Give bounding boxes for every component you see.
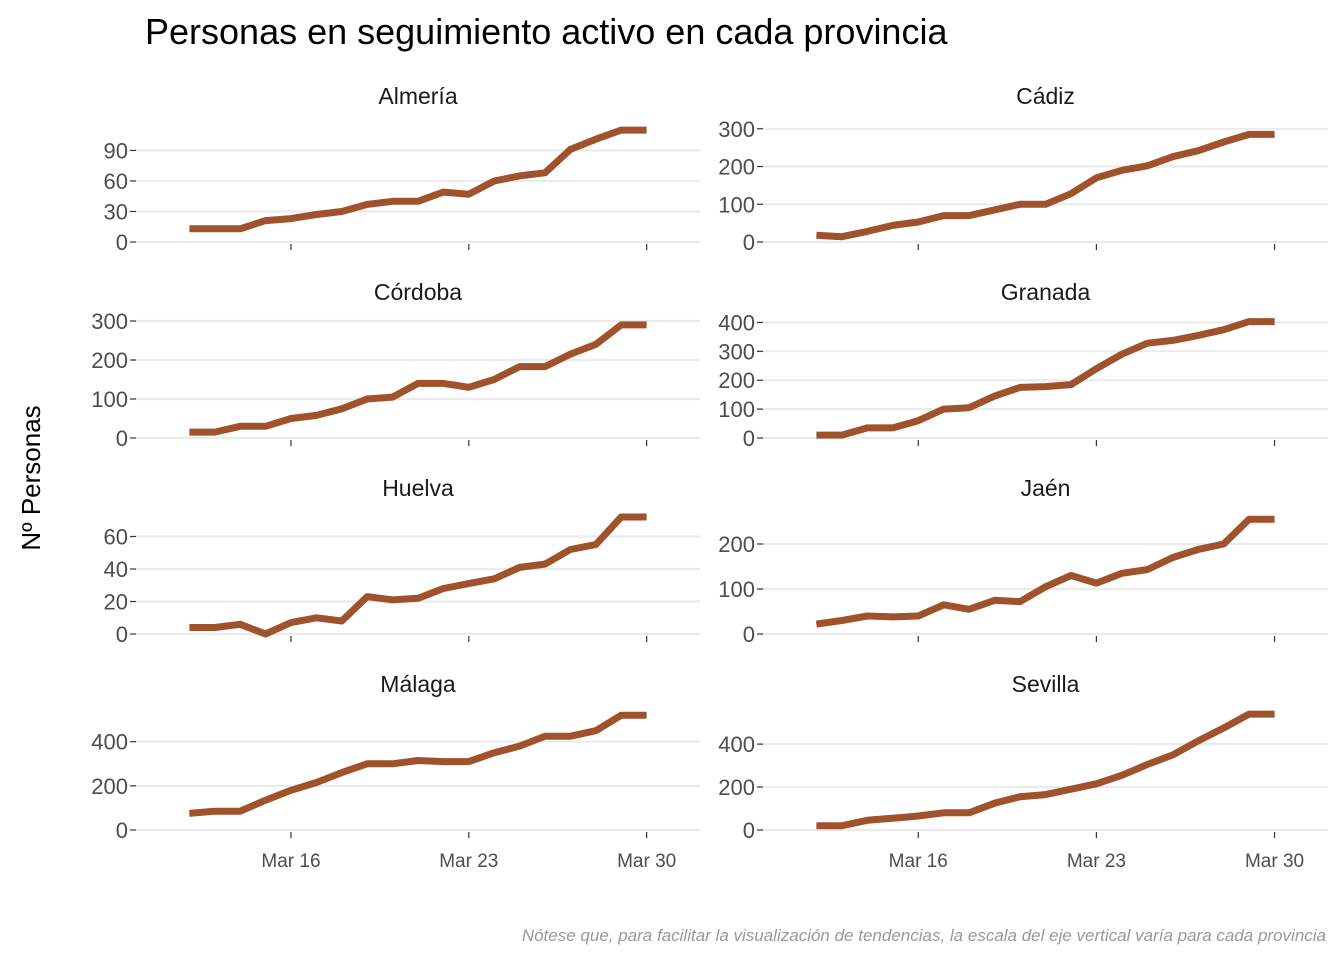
y-tick-label: 200 <box>91 774 128 799</box>
y-tick-label: 30 <box>104 199 128 224</box>
panel-granada: Granada 0 100 200 300 400 <box>718 279 1328 451</box>
x-tick-label: Mar 30 <box>1245 851 1304 872</box>
series-line <box>189 513 647 638</box>
series-line <box>816 318 1275 439</box>
y-tick-label: 200 <box>91 348 128 373</box>
y-tick-label: 0 <box>743 230 755 255</box>
y-tick-label: 0 <box>743 818 755 843</box>
strip-title: Sevilla <box>1012 671 1080 697</box>
strip-title: Huelva <box>382 475 454 501</box>
panel-malaga: Málaga 0 200 400 Mar 16 Mar 23 Mar 30 <box>91 671 700 872</box>
y-tick-label: 0 <box>116 426 128 451</box>
y-tick-label: 200 <box>718 155 755 180</box>
y-tick-label: 0 <box>116 818 128 843</box>
panel-cordoba: Córdoba 0 100 200 300 <box>91 279 700 451</box>
y-tick-label: 200 <box>718 532 755 557</box>
y-tick-label: 300 <box>718 117 755 142</box>
series-line <box>189 321 647 436</box>
x-tick-label: Mar 30 <box>617 851 676 872</box>
panel-huelva: Huelva 0 20 40 60 <box>104 475 700 647</box>
panel-sevilla: Sevilla 0 200 400 Mar 16 Mar 23 Mar 30 <box>718 671 1328 872</box>
panel-jaen: Jaén 0 100 200 <box>718 475 1328 647</box>
y-tick-label: 300 <box>91 309 128 334</box>
x-tick-label: Mar 16 <box>889 851 948 872</box>
x-tick-label: Mar 16 <box>261 851 320 872</box>
y-tick-label: 0 <box>743 622 755 647</box>
y-tick-label: 60 <box>104 525 128 550</box>
panel-cadiz: Cádiz 0 100 200 300 <box>718 83 1328 255</box>
y-tick-label: 400 <box>91 730 128 755</box>
panel-almeria: Almería 0 30 60 90 <box>104 83 700 255</box>
y-tick-label: 90 <box>104 138 128 163</box>
series-line <box>189 126 647 233</box>
series-line <box>815 515 1275 628</box>
x-tick-label: Mar 23 <box>1067 851 1126 872</box>
y-tick-label: 100 <box>91 387 128 412</box>
series-line <box>816 130 1275 241</box>
y-tick-label: 40 <box>104 557 128 582</box>
y-tick-label: 0 <box>116 230 128 255</box>
strip-title: Almería <box>378 83 457 109</box>
y-axis-label: Nº Personas <box>16 405 46 550</box>
y-tick-label: 100 <box>718 577 755 602</box>
y-tick-label: 100 <box>718 397 755 422</box>
x-tick-label: Mar 23 <box>439 851 498 872</box>
y-tick-label: 100 <box>718 192 755 217</box>
series-line <box>189 711 647 817</box>
y-tick-label: 60 <box>104 169 128 194</box>
panels-group: Almería0306090Cádiz0100200300Córdoba0100… <box>91 83 1328 872</box>
chart-title: Personas en seguimiento activo en cada p… <box>145 11 948 52</box>
y-tick-label: 20 <box>104 590 128 615</box>
strip-title: Jaén <box>1021 475 1071 501</box>
strip-title: Granada <box>1001 279 1091 305</box>
y-tick-label: 0 <box>743 426 755 451</box>
y-tick-label: 300 <box>718 339 755 364</box>
strip-title: Córdoba <box>374 279 462 305</box>
chart-caption: Nótese que, para facilitar la visualizac… <box>522 926 1326 945</box>
strip-title: Málaga <box>380 671 456 697</box>
y-tick-label: 400 <box>718 732 755 757</box>
y-tick-label: 400 <box>718 310 755 335</box>
series-line <box>816 710 1275 830</box>
strip-title: Cádiz <box>1016 83 1075 109</box>
y-tick-label: 200 <box>718 775 755 800</box>
y-tick-label: 200 <box>718 368 755 393</box>
y-tick-label: 0 <box>116 622 128 647</box>
